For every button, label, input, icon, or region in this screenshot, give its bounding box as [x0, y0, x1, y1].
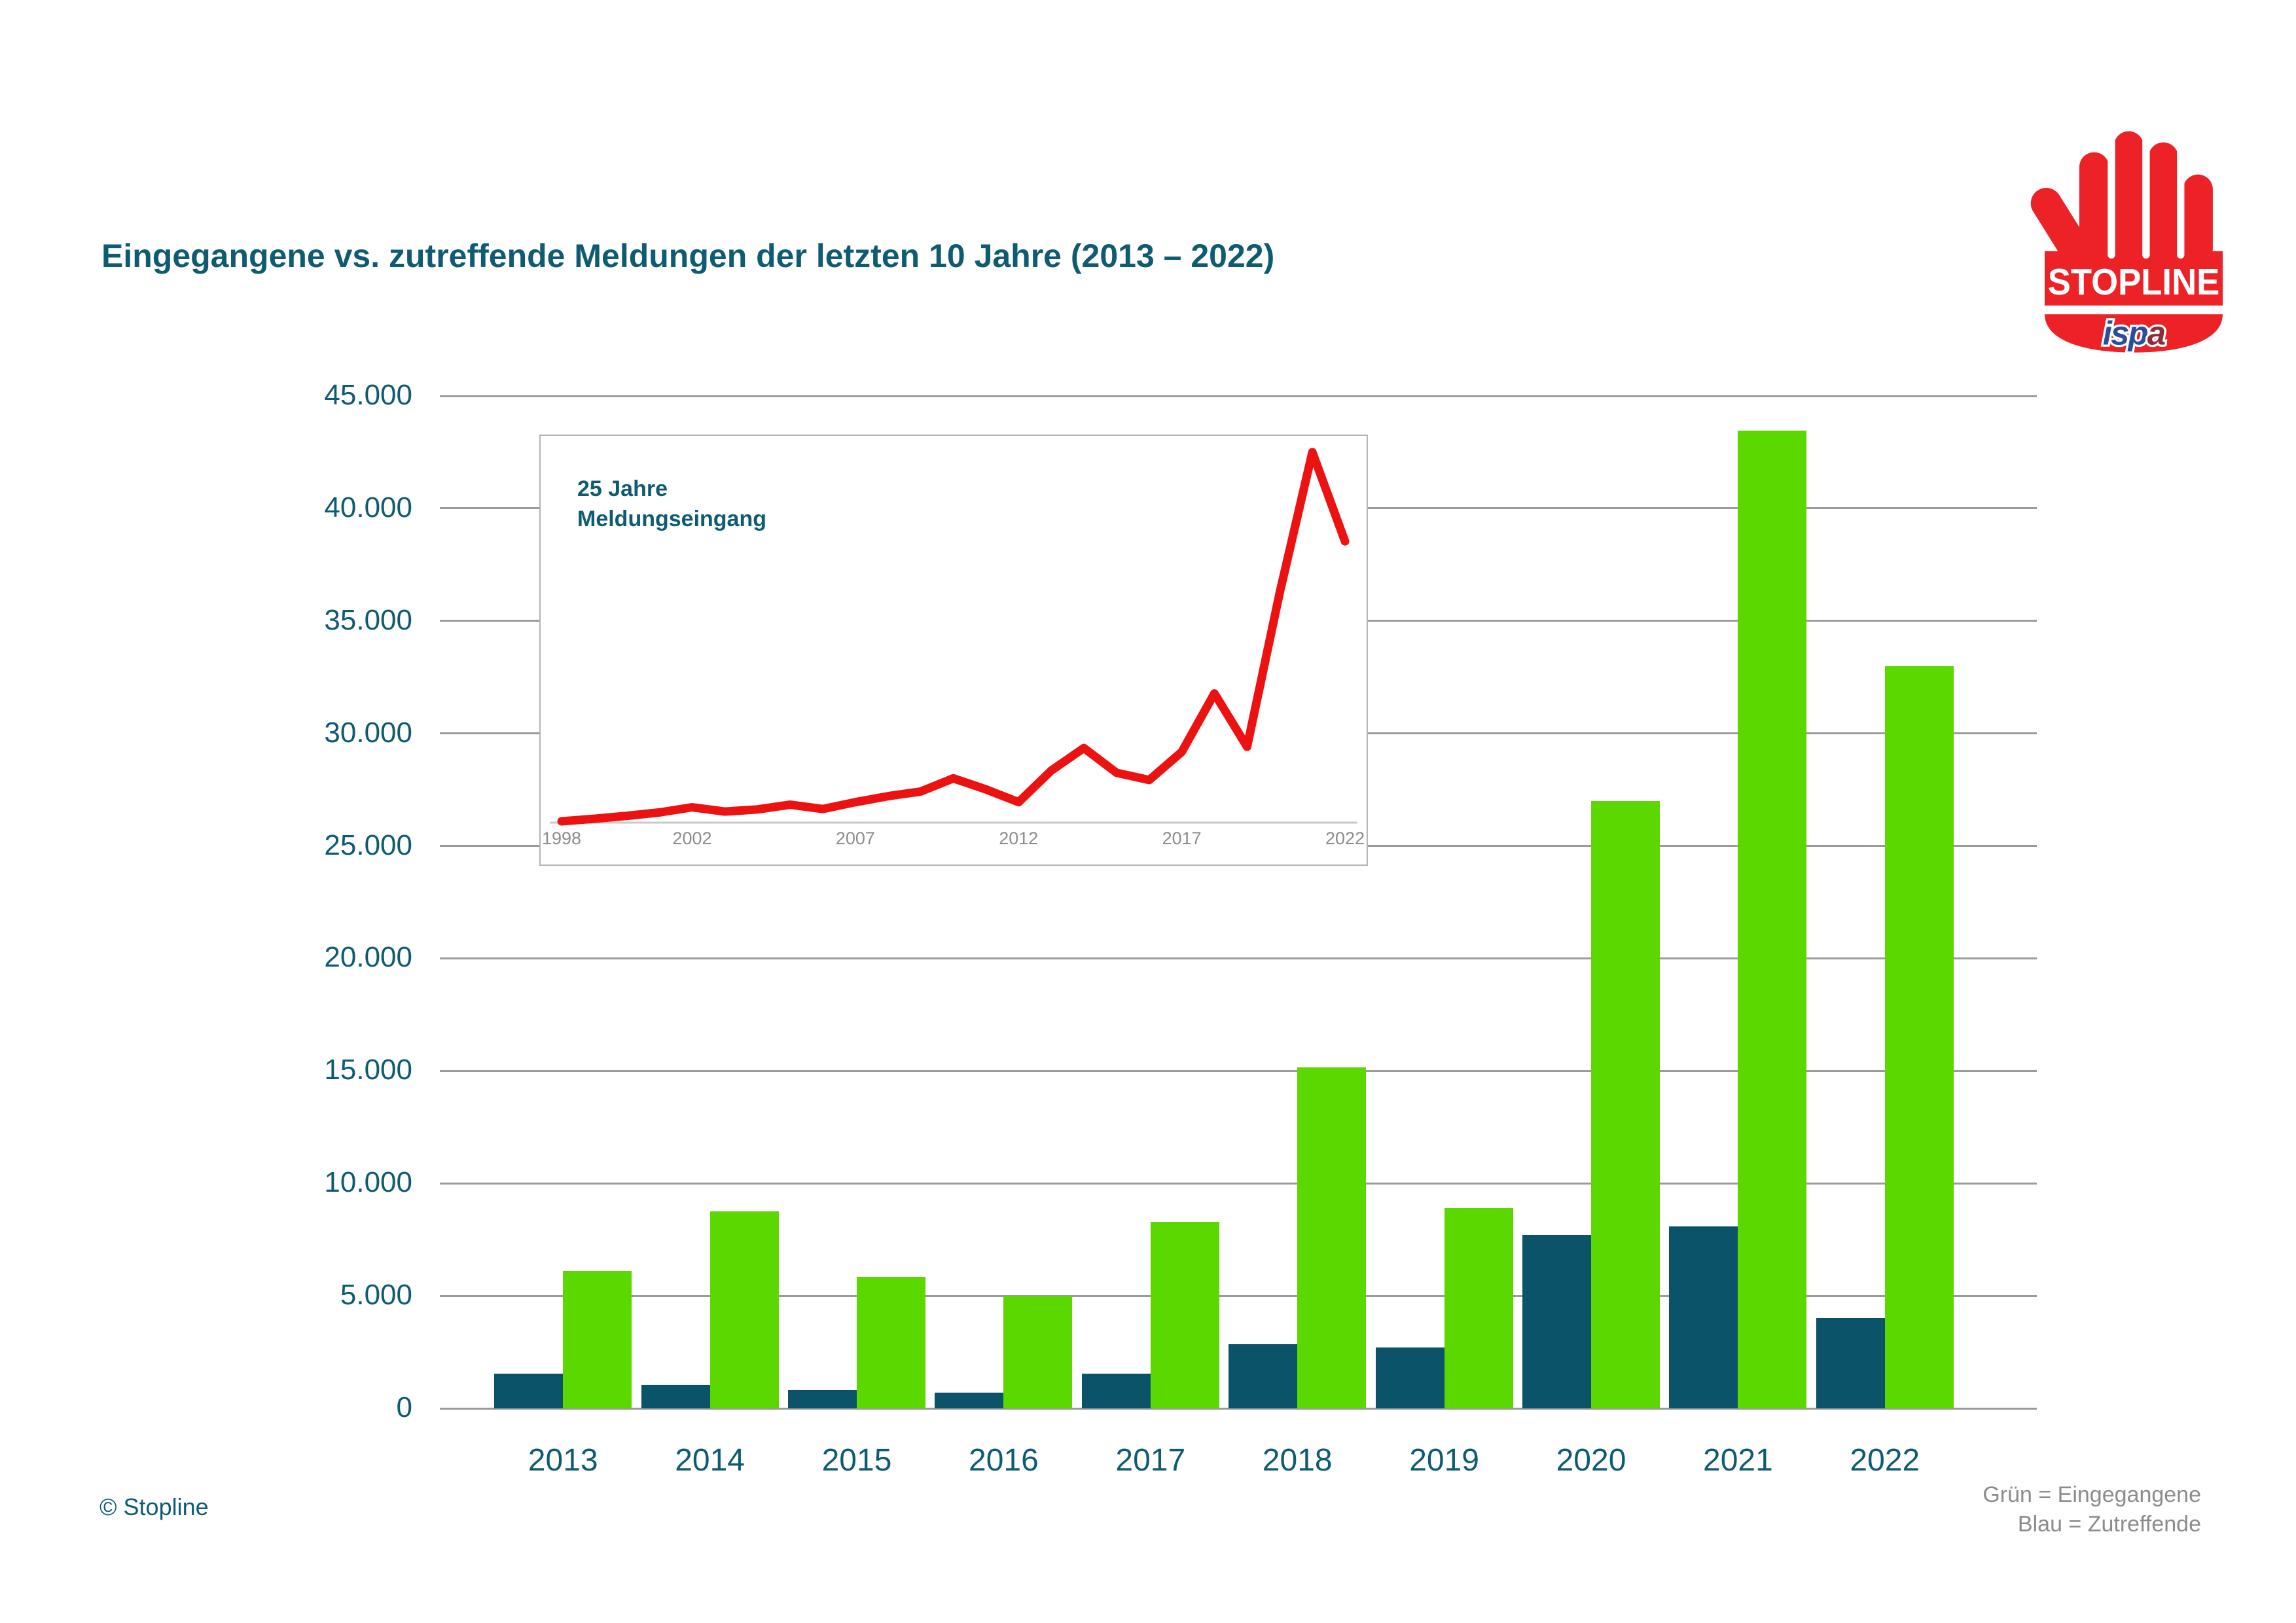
y-axis-label: 45.000	[324, 379, 412, 411]
bar-zutreffende-2019	[1375, 1347, 1444, 1408]
line-chart-canvas	[550, 448, 1357, 826]
bar-zutreffende-2020	[1522, 1235, 1591, 1408]
y-axis-label: 30.000	[324, 716, 412, 749]
bar-zutreffende-2021	[1669, 1226, 1738, 1408]
page-title: Eingegangene vs. zutreffende Meldungen d…	[101, 238, 1275, 274]
x-axis-label-2014: 2014	[675, 1443, 745, 1478]
bar-eingegangene-2019	[1444, 1208, 1513, 1408]
x-axis-label-2017: 2017	[1115, 1443, 1186, 1478]
y-axis-label: 40.000	[324, 491, 412, 524]
x-axis-label-2015: 2015	[821, 1443, 892, 1478]
inset-title: 25 Jahre Meldungseingang	[577, 474, 766, 534]
y-axis-label: 5.000	[340, 1279, 412, 1311]
bar-eingegangene-2021	[1738, 431, 1807, 1408]
y-axis-label: 10.000	[324, 1166, 412, 1199]
bar-zutreffende-2022	[1816, 1318, 1885, 1408]
inset-title-line1: 25 Jahre	[577, 476, 668, 501]
grid-line	[440, 1294, 2037, 1297]
logo-ispa-a: a	[2147, 314, 2165, 351]
bar-zutreffende-2016	[935, 1392, 1004, 1408]
x-axis-label-2022: 2022	[1850, 1443, 1920, 1478]
legend-blue-line: Blau = Zutreffende	[2017, 1512, 2201, 1537]
x-axis-label-2013: 2013	[528, 1443, 598, 1478]
grid-line	[440, 1182, 2037, 1185]
stopline-ispa-logo: STOPLINE ispa	[2030, 121, 2227, 354]
hand-icon	[2030, 131, 2223, 353]
grid-line	[440, 1069, 2037, 1072]
finger-gaps	[2041, 121, 2227, 315]
bar-eingegangene-2017	[1150, 1221, 1219, 1408]
grid-line	[440, 395, 2037, 397]
inset-title-line2: Meldungseingang	[577, 507, 766, 531]
y-axis-label: 35.000	[324, 603, 412, 636]
y-axis-label: 0	[396, 1391, 412, 1423]
bar-zutreffende-2013	[494, 1373, 564, 1408]
logo-ispa: ispa	[2103, 314, 2165, 351]
grid-line	[440, 1407, 2037, 1410]
bar-eingegangene-2022	[1884, 666, 1954, 1408]
bar-eingegangene-2013	[563, 1271, 632, 1408]
bar-zutreffende-2014	[641, 1384, 710, 1408]
inset-x-tick-1998: 1998	[541, 829, 582, 848]
x-axis-label-2020: 2020	[1556, 1443, 1626, 1478]
x-axis-label-2019: 2019	[1409, 1443, 1479, 1478]
bar-eingegangene-2018	[1297, 1067, 1367, 1408]
logo-wordmark: STOPLINE	[2048, 262, 2220, 303]
x-axis-label-2021: 2021	[1703, 1443, 1773, 1478]
inset-x-tick-2002: 2002	[672, 829, 712, 848]
inset-x-tick-2022: 2022	[1325, 829, 1365, 848]
y-axis-label: 20.000	[324, 941, 412, 974]
bar-zutreffende-2018	[1229, 1344, 1298, 1408]
grid-line	[440, 957, 2037, 959]
bar-zutreffende-2017	[1081, 1373, 1151, 1408]
x-axis-label-2016: 2016	[969, 1443, 1039, 1478]
bar-eingegangene-2020	[1591, 800, 1660, 1408]
legend-green-line: Grün = Eingegangene	[1982, 1482, 2201, 1507]
y-axis-label: 25.000	[324, 829, 412, 861]
bar-eingegangene-2016	[1003, 1296, 1073, 1408]
meldungseingang-line	[557, 448, 1350, 826]
bar-zutreffende-2015	[788, 1390, 857, 1408]
inset-line-chart: 25 Jahre Meldungseingang 1998 2002 2007 201…	[539, 435, 1368, 866]
bar-eingegangene-2014	[709, 1211, 779, 1408]
x-axis-label-2018: 2018	[1262, 1443, 1333, 1478]
logo-ispa-isp: isp	[2103, 314, 2148, 351]
inset-x-tick-2012: 2012	[999, 829, 1039, 848]
copyright-note: © Stopline	[99, 1493, 209, 1520]
bar-eingegangene-2015	[857, 1276, 925, 1408]
inset-x-tick-2007: 2007	[835, 829, 875, 848]
inset-x-tick-2017: 2017	[1162, 829, 1202, 848]
color-legend: Grün = Eingegangene Blau = Zutreffende	[1982, 1480, 2201, 1539]
y-axis-label: 15.000	[324, 1054, 412, 1086]
